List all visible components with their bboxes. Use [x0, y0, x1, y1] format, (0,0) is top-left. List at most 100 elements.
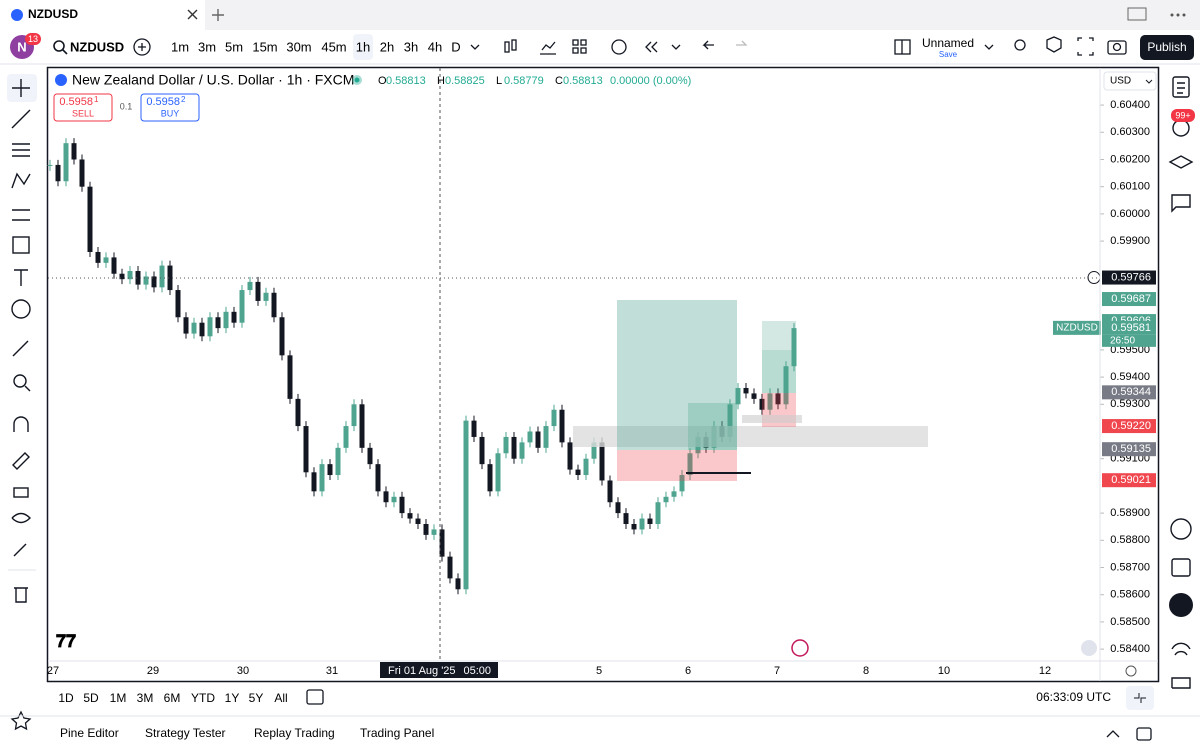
layout-name[interactable]: Unnamed [922, 36, 974, 50]
footer-tab[interactable]: Pine Editor [60, 726, 119, 740]
new-tab[interactable] [212, 9, 224, 21]
candle [623, 513, 629, 524]
range[interactable]: 6M [164, 691, 181, 705]
footer-tab[interactable]: Strategy Tester [145, 726, 225, 740]
symbol-search[interactable]: NZDUSD [70, 39, 124, 54]
candle [183, 317, 189, 334]
range[interactable]: 5Y [249, 691, 264, 705]
price-tag [1102, 292, 1156, 307]
x-tick-label: 5 [596, 665, 602, 677]
interval[interactable]: 2h [380, 39, 394, 54]
interval[interactable]: 15m [252, 39, 277, 54]
candle [119, 273, 125, 280]
candle [111, 257, 117, 274]
candle [647, 518, 653, 524]
candle [751, 393, 757, 399]
candle [295, 398, 301, 427]
range[interactable]: 3M [137, 691, 154, 705]
drawing-tools[interactable] [7, 74, 37, 603]
save[interactable]: Save [939, 50, 958, 59]
candle [559, 409, 565, 443]
interval[interactable]: 1h [356, 39, 370, 54]
candle [199, 322, 205, 337]
candle [503, 436, 509, 454]
candle [327, 464, 333, 476]
y-tick-label: 0.58500 [1110, 616, 1150, 628]
interval[interactable]: D [451, 39, 460, 54]
interval[interactable]: 45m [321, 39, 346, 54]
y-tick-label: 0.58700 [1110, 561, 1150, 573]
sell-button[interactable] [53, 93, 113, 122]
range[interactable]: 1Y [225, 691, 240, 705]
badge [25, 33, 41, 45]
interval-active [353, 34, 373, 60]
candle [431, 529, 437, 535]
avatar-letter: N [17, 39, 26, 54]
interval[interactable]: 1m [171, 39, 189, 54]
currency-select[interactable] [1103, 71, 1157, 91]
range[interactable]: YTD [191, 691, 215, 705]
buy-button[interactable] [140, 93, 200, 122]
right-tools[interactable] [1168, 76, 1194, 689]
favorites[interactable] [10, 710, 32, 731]
candle [583, 458, 589, 476]
x-tick-label: 29 [147, 665, 159, 677]
footer-tab[interactable]: Trading Panel [360, 726, 434, 740]
candle [679, 475, 685, 492]
range[interactable]: 5D [83, 691, 99, 705]
alert-badge [1171, 109, 1195, 122]
candle [639, 518, 645, 530]
interval[interactable]: 4h [428, 39, 442, 54]
candle [415, 518, 421, 524]
interval[interactable]: 5m [225, 39, 243, 54]
y-tick-label: 0.58400 [1110, 643, 1150, 655]
candle [383, 491, 389, 503]
publish-button[interactable] [1140, 35, 1194, 60]
y-tick-label: 0.60300 [1110, 126, 1150, 138]
candle [655, 502, 661, 524]
range[interactable]: All [274, 691, 287, 705]
candle [687, 453, 693, 476]
ohlc-key: H [437, 75, 445, 87]
y-tick-label: 0.60100 [1110, 181, 1150, 193]
candle [471, 420, 477, 437]
y-tick-label: 0.60000 [1110, 208, 1150, 220]
symbol-tag [1053, 320, 1101, 335]
tab-close[interactable] [187, 9, 198, 20]
crosshair-plus [1087, 271, 1101, 285]
chart-title: New Zealand Dollar / U.S. Dollar · 1h · … [72, 72, 354, 88]
candle [135, 271, 141, 285]
interval[interactable]: 3m [198, 39, 216, 54]
candle [215, 317, 221, 329]
ohlc-value: 0.58813 [386, 75, 426, 87]
window-icon[interactable] [1127, 7, 1147, 21]
candle [615, 502, 621, 514]
position-tools [573, 300, 928, 481]
price-tag-label: 0.59135 [1111, 443, 1151, 455]
candle [767, 393, 773, 410]
candle [591, 442, 597, 459]
range[interactable]: 1M [110, 691, 127, 705]
interval[interactable]: 3h [404, 39, 418, 54]
candle [391, 496, 397, 503]
range[interactable]: 1D [58, 691, 74, 705]
candle [335, 447, 341, 476]
y-tick-label: 0.58600 [1110, 589, 1150, 601]
crosshair-time: Fri 01 Aug '25 [388, 665, 456, 677]
tab[interactable] [0, 0, 205, 30]
candle [151, 276, 157, 288]
interval[interactable]: 30m [286, 39, 311, 54]
x-tick-label: 12 [1039, 665, 1051, 677]
footer-tab[interactable]: Replay Trading [254, 726, 335, 740]
candle [319, 464, 325, 492]
candle [759, 398, 765, 410]
y-tick-label: 0.60400 [1110, 99, 1150, 111]
y-tick-label: 0.58800 [1110, 534, 1150, 546]
buy-price: 0.5958 [146, 96, 180, 108]
candle [207, 317, 213, 337]
candle [783, 366, 789, 405]
currency: USD [1110, 76, 1131, 87]
apps[interactable] [1169, 593, 1193, 617]
